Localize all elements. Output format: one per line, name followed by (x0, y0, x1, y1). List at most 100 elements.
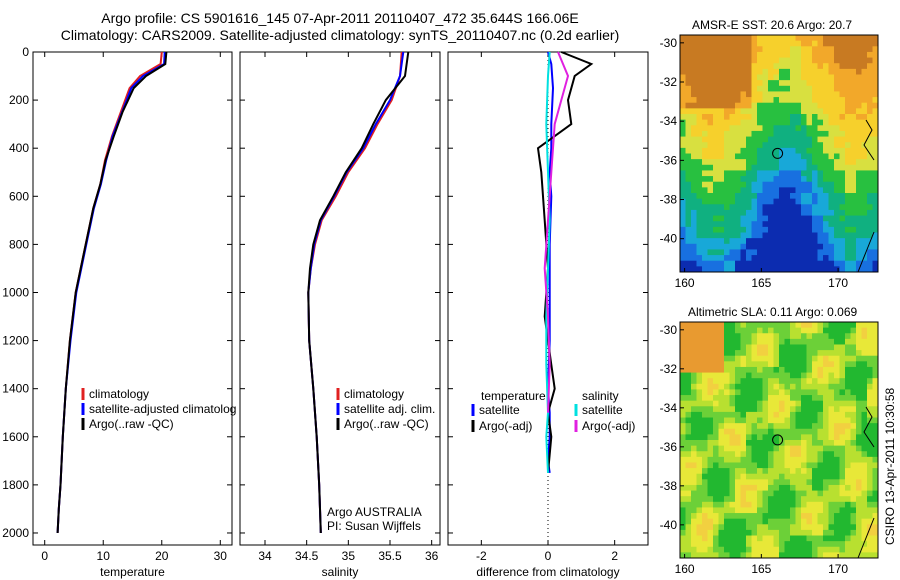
map-cell (779, 423, 785, 430)
map-cell (729, 260, 736, 267)
map-cell (779, 524, 785, 531)
map-cell (757, 501, 763, 508)
map-cell (696, 125, 703, 132)
map-cell (718, 524, 725, 531)
map-cell (845, 490, 851, 497)
map-cell (834, 338, 840, 345)
map-cell (845, 46, 851, 53)
map-cell (691, 479, 697, 486)
map-cell (696, 136, 703, 143)
map-cell (845, 338, 851, 345)
map-cell (784, 136, 791, 143)
map-cell (724, 423, 730, 430)
map-cell (823, 389, 829, 396)
map-cell (856, 546, 862, 553)
x-tick-label: 2 (611, 549, 618, 563)
map-cell (779, 249, 785, 256)
map-cell (685, 484, 692, 492)
map-cell (872, 473, 879, 480)
map-cell (812, 243, 818, 250)
map-cell (746, 215, 752, 222)
map-cell (680, 108, 686, 115)
map-cell (806, 266, 813, 273)
map-cell (834, 378, 840, 385)
map-cell (740, 529, 747, 537)
map-cell (806, 440, 813, 447)
map-cell (724, 108, 730, 115)
map-cell (757, 445, 763, 452)
map-cell (696, 193, 703, 200)
map-cell (872, 181, 879, 188)
map-cell (707, 322, 714, 329)
map-cell (762, 204, 769, 211)
map-cell (762, 507, 769, 514)
map-cell (839, 350, 846, 357)
map-cell (861, 406, 868, 413)
map-cell (823, 204, 829, 211)
map-cell (795, 361, 802, 368)
map-cell (696, 221, 703, 228)
map-cell (845, 40, 851, 47)
map-cell (724, 198, 730, 205)
map-cell (740, 74, 747, 81)
map-cell (768, 468, 774, 475)
map-cell (724, 209, 730, 217)
map-cell (779, 97, 785, 104)
map-cell (845, 142, 851, 149)
map-cell (702, 204, 708, 211)
map-cell (817, 507, 824, 514)
map-cell (867, 507, 873, 514)
map-cell (828, 243, 835, 250)
map-cell (757, 400, 763, 407)
map-cell (845, 541, 851, 548)
map-cell (795, 80, 802, 87)
map-cell (768, 552, 774, 559)
map-cell (696, 372, 703, 379)
map-cell (867, 411, 873, 419)
map-cell (762, 238, 769, 245)
map-cell (779, 451, 785, 458)
map-cell (724, 529, 730, 537)
map-cell (724, 40, 730, 47)
map-cell (806, 361, 813, 368)
map-cell (790, 243, 796, 250)
map-cell (839, 91, 846, 98)
map-cell (784, 473, 791, 480)
map-cell (872, 74, 879, 81)
map-cell (812, 164, 818, 171)
map-cell (779, 221, 785, 228)
map-cell (740, 456, 747, 463)
map-cell (762, 51, 769, 59)
map-cell (718, 136, 725, 143)
map-cell (839, 546, 846, 553)
map-cell (740, 35, 747, 42)
map-cell (768, 456, 774, 463)
map-cell (724, 68, 730, 75)
map-cell (801, 361, 807, 368)
map-cell (718, 198, 725, 205)
map-cell (834, 322, 840, 329)
map-cell (707, 142, 714, 149)
map-cell (773, 35, 780, 42)
map-cell (724, 35, 730, 42)
map-cell (757, 507, 763, 514)
map-cell (784, 130, 791, 138)
map-x-tick-label: 165 (751, 562, 771, 576)
map-cell (751, 372, 758, 379)
map-cell (729, 130, 736, 138)
map-cell (746, 350, 752, 357)
map-cell (707, 63, 714, 70)
map-cell (691, 344, 697, 351)
map-cell (817, 170, 824, 177)
map-cell (834, 518, 840, 525)
map-cell (850, 91, 857, 98)
map-cell (872, 546, 879, 553)
profile-panel-2: 34 34.5 35 35.5 36salinityclimatologysatelli… (239, 51, 441, 579)
map-cell (724, 350, 730, 357)
map-cell (812, 187, 818, 194)
map-cell (790, 389, 796, 396)
map-cell (729, 226, 736, 233)
map-cell (746, 462, 752, 469)
map-cell (762, 153, 769, 160)
map-cell (740, 378, 747, 385)
